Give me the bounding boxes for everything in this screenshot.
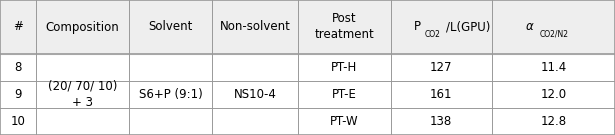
Text: CO2: CO2 xyxy=(424,30,440,39)
Text: Solvent: Solvent xyxy=(148,21,193,33)
Text: PT-W: PT-W xyxy=(330,115,359,128)
Text: 12.0: 12.0 xyxy=(541,88,566,101)
Text: 138: 138 xyxy=(430,115,453,128)
Text: 161: 161 xyxy=(430,88,453,101)
Text: PT-H: PT-H xyxy=(331,61,357,74)
Text: 12.8: 12.8 xyxy=(541,115,566,128)
Text: 8: 8 xyxy=(14,61,22,74)
Text: Composition: Composition xyxy=(46,21,119,33)
Bar xyxy=(0,0,615,54)
Text: P: P xyxy=(413,21,421,33)
Text: /L(GPU): /L(GPU) xyxy=(445,21,490,33)
Text: PT-E: PT-E xyxy=(332,88,357,101)
Text: NS10-4: NS10-4 xyxy=(234,88,277,101)
Text: Post
treatment: Post treatment xyxy=(314,13,375,41)
Text: #: # xyxy=(13,21,23,33)
Text: 9: 9 xyxy=(14,88,22,101)
Text: 10: 10 xyxy=(10,115,25,128)
Text: CO2/N2: CO2/N2 xyxy=(539,30,568,39)
Text: (20/ 70/ 10)
+ 3: (20/ 70/ 10) + 3 xyxy=(48,80,117,109)
Text: S6+P (9:1): S6+P (9:1) xyxy=(139,88,202,101)
Text: 127: 127 xyxy=(430,61,453,74)
Text: 11.4: 11.4 xyxy=(541,61,566,74)
Text: Non-solvent: Non-solvent xyxy=(220,21,291,33)
Text: α: α xyxy=(526,21,534,33)
